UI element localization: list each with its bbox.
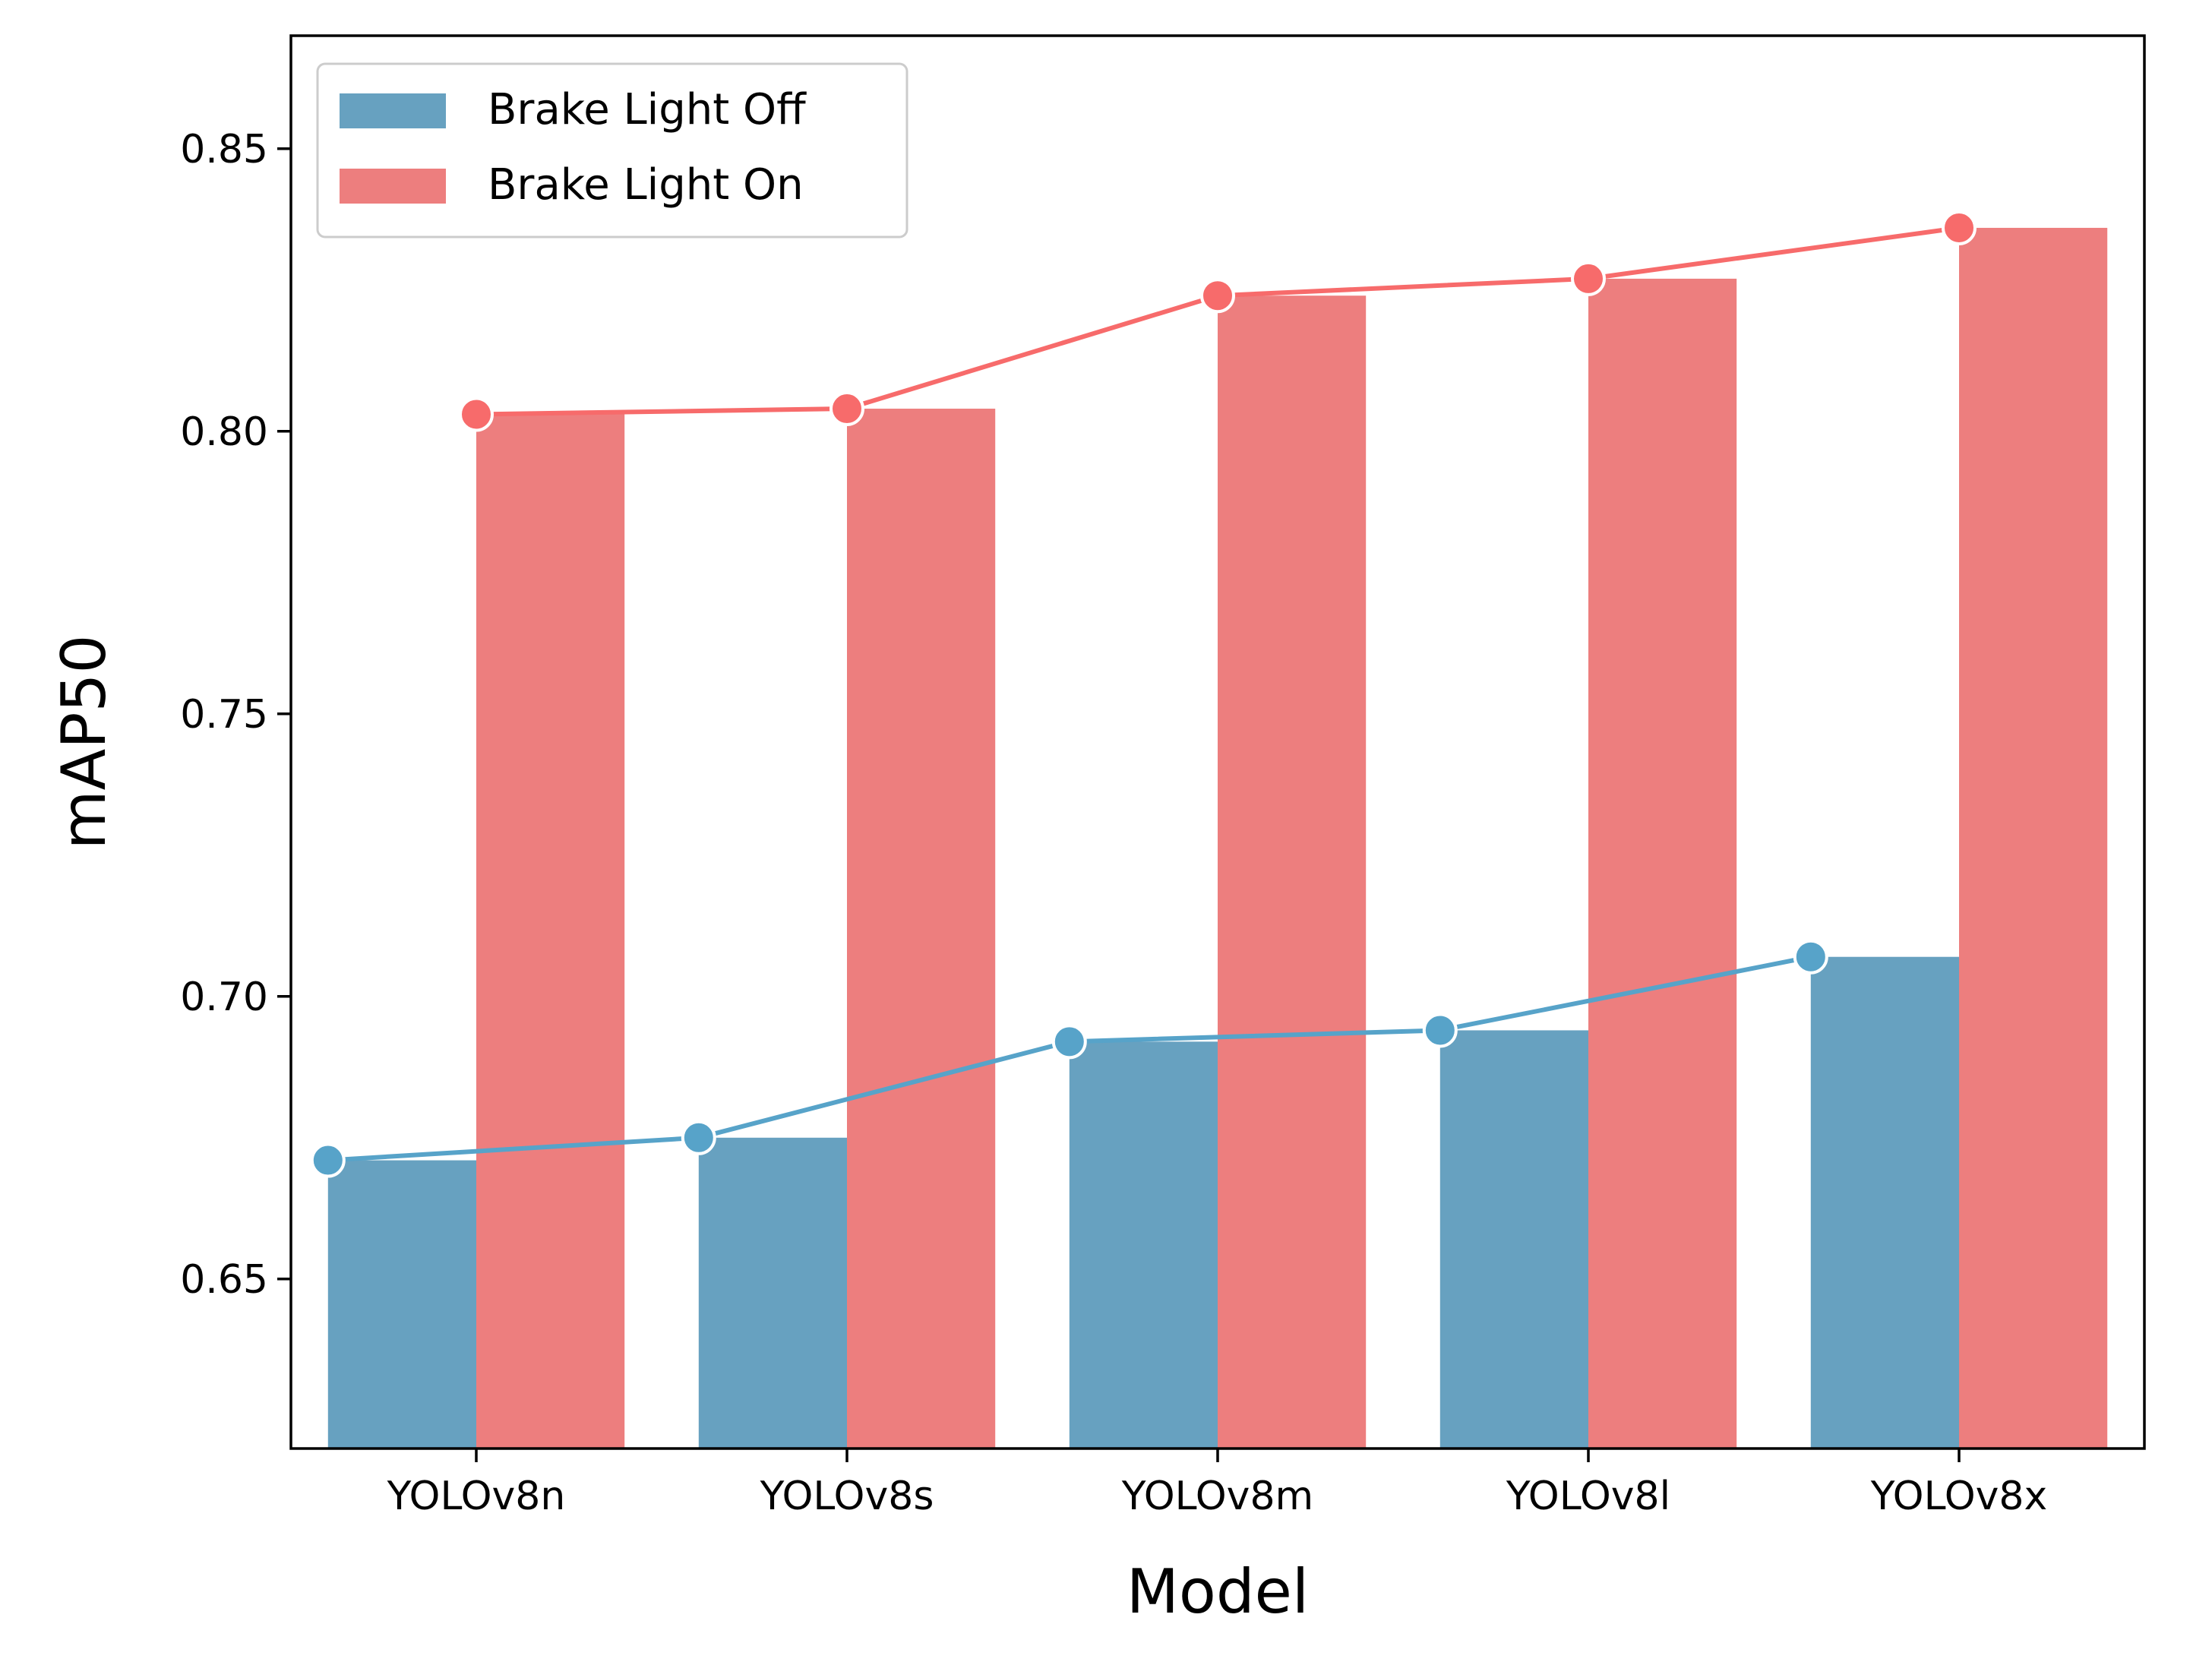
- x-axis-title: Model: [1127, 1556, 1309, 1627]
- bar-brake-light-off-yolov8n: [327, 1160, 476, 1449]
- x-tick-label-yolov8s: YOLOv8s: [760, 1474, 934, 1519]
- marker-brake-light-off-yolov8s: [681, 1120, 716, 1155]
- y-tick-label: 0.65: [180, 1257, 268, 1303]
- lines-layer: [310, 210, 1977, 1178]
- bars-layer: [327, 227, 2108, 1449]
- legend-label-brake-light-off: Brake Light Off: [488, 85, 807, 134]
- marker-brake-light-on-yolov8l: [1571, 261, 1606, 296]
- marker-brake-light-off-yolov8x: [1793, 939, 1828, 975]
- y-tick-label: 0.85: [180, 127, 268, 172]
- bar-brake-light-on-yolov8m: [1218, 295, 1367, 1449]
- legend-frame: [316, 62, 908, 239]
- bar-brake-light-off-yolov8m: [1069, 1041, 1218, 1449]
- x-axis: YOLOv8n YOLOv8s YOLOv8m YOLOv8l YOLOv8x: [387, 1449, 2048, 1519]
- bar-brake-light-off-yolov8s: [698, 1137, 847, 1449]
- marker-brake-light-off-yolov8l: [1422, 1013, 1458, 1048]
- x-tick-label-yolov8n: YOLOv8n: [387, 1474, 566, 1519]
- bar-brake-light-on-yolov8x: [1959, 227, 2108, 1449]
- marker-brake-light-on-yolov8m: [1200, 278, 1235, 314]
- legend-swatch-brake-light-off: [340, 93, 446, 128]
- y-axis-title: mAP50: [49, 635, 119, 850]
- bar-brake-light-on-yolov8s: [847, 409, 996, 1449]
- x-tick-label-yolov8l: YOLOv8l: [1506, 1474, 1670, 1519]
- legend-swatch-brake-light-on: [340, 169, 446, 204]
- bar-brake-light-off-yolov8l: [1439, 1030, 1588, 1449]
- marker-brake-light-on-yolov8n: [459, 397, 494, 432]
- marker-brake-light-off-yolov8n: [310, 1142, 346, 1178]
- marker-brake-light-on-yolov8s: [830, 391, 864, 427]
- bar-brake-light-off-yolov8x: [1810, 956, 1959, 1449]
- legend: Brake Light Off Brake Light On: [316, 62, 908, 239]
- bar-brake-light-on-yolov8n: [476, 414, 625, 1449]
- y-tick-label: 0.75: [180, 692, 268, 738]
- legend-label-brake-light-on: Brake Light On: [488, 160, 804, 210]
- y-tick-label: 0.80: [180, 409, 268, 455]
- y-tick-label: 0.70: [180, 975, 268, 1020]
- y-axis: 0.65 0.70 0.75 0.80 0.85: [180, 127, 291, 1303]
- bar-brake-light-on-yolov8l: [1588, 278, 1737, 1449]
- x-tick-label-yolov8m: YOLOv8m: [1121, 1474, 1313, 1519]
- marker-brake-light-off-yolov8m: [1051, 1024, 1087, 1060]
- marker-brake-light-on-yolov8x: [1942, 210, 1977, 245]
- x-tick-label-yolov8x: YOLOv8x: [1870, 1474, 2048, 1519]
